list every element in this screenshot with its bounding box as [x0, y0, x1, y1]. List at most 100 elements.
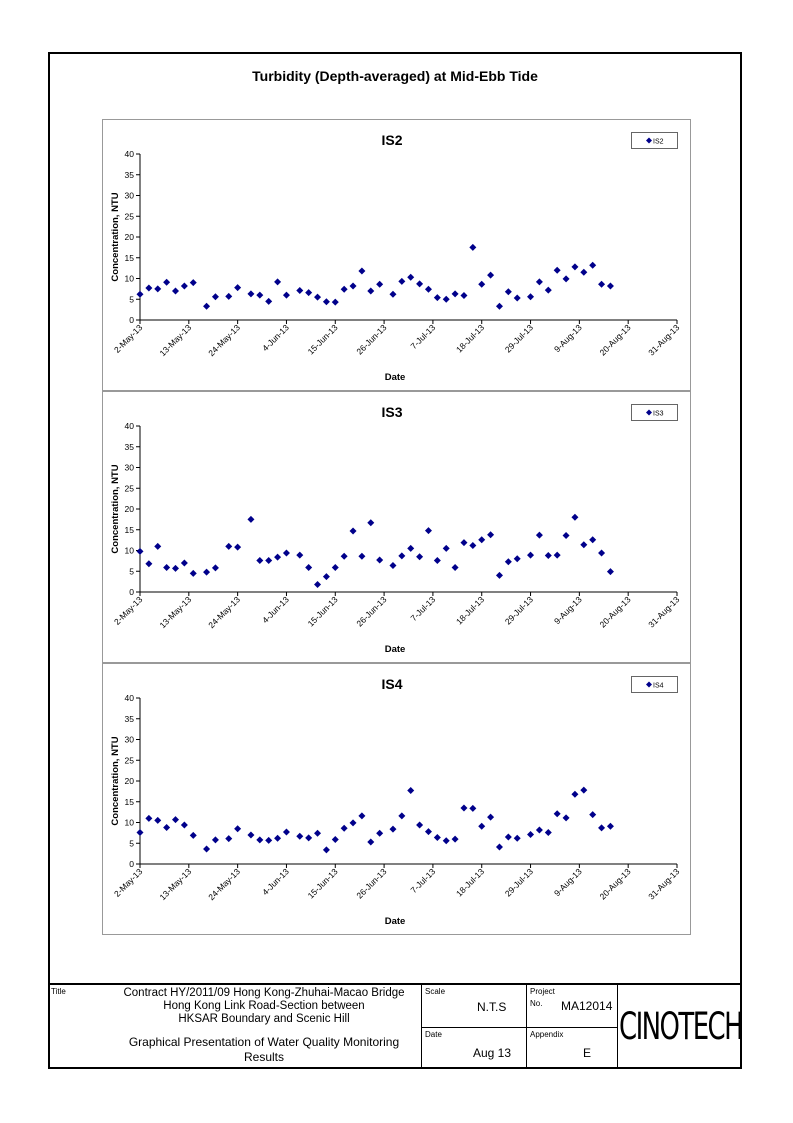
data-point: [460, 804, 468, 812]
appendix-value: E: [583, 1046, 592, 1060]
data-point: [376, 280, 384, 288]
data-point: [282, 828, 290, 836]
data-point: [389, 825, 397, 833]
appendix-cell: Appendix E: [526, 1028, 617, 1069]
data-point: [154, 816, 162, 824]
data-point: [322, 298, 330, 306]
data-point: [211, 564, 219, 572]
data-point: [433, 294, 441, 302]
y-axis-title: Concentration, NTU: [110, 464, 121, 553]
drawing-title-line: Results: [243, 1050, 284, 1064]
data-point: [487, 531, 495, 539]
y-tick-label: 40: [125, 421, 135, 431]
y-tick-label: 35: [125, 170, 135, 180]
data-point: [247, 290, 255, 298]
data-point: [495, 302, 503, 310]
y-tick-label: 10: [125, 818, 135, 828]
data-point: [349, 282, 357, 290]
drawing-title-line: Graphical Presentation of Water Quality …: [128, 1035, 400, 1049]
data-point: [527, 551, 535, 559]
data-point: [580, 541, 588, 549]
data-point: [527, 831, 535, 839]
data-point: [349, 527, 357, 535]
data-point: [340, 824, 348, 832]
data-point: [469, 804, 477, 812]
data-point: [274, 278, 282, 286]
data-point: [571, 790, 579, 798]
data-point: [389, 561, 397, 569]
data-point: [376, 556, 384, 564]
data-point: [211, 836, 219, 844]
y-tick-label: 15: [125, 253, 135, 263]
legend-marker: [646, 681, 652, 688]
data-point: [571, 263, 579, 271]
y-tick-label: 40: [125, 693, 135, 703]
data-point: [180, 821, 188, 829]
data-point: [589, 261, 597, 269]
y-tick-label: 0: [129, 587, 134, 597]
data-point: [349, 819, 357, 827]
data-point: [376, 829, 384, 837]
data-point: [189, 831, 197, 839]
data-point: [358, 812, 366, 820]
data-point: [504, 288, 512, 296]
data-point: [513, 834, 521, 842]
data-point: [598, 280, 606, 288]
data-point: [544, 286, 552, 294]
data-point: [460, 539, 468, 547]
y-tick-label: 10: [125, 546, 135, 556]
y-tick-label: 15: [125, 525, 135, 535]
data-point: [478, 536, 486, 544]
data-point: [424, 828, 432, 836]
data-point: [416, 821, 424, 829]
data-point: [504, 558, 512, 566]
data-point: [358, 267, 366, 275]
data-point: [606, 568, 614, 576]
data-point: [553, 266, 561, 274]
data-point: [416, 280, 424, 288]
y-tick-label: 0: [129, 859, 134, 869]
data-point: [225, 292, 233, 300]
data-point: [265, 556, 273, 564]
data-point: [580, 786, 588, 794]
scale-value: N.T.S: [477, 1000, 507, 1014]
chart-title: IS2: [381, 132, 402, 148]
data-point: [234, 543, 242, 551]
data-point: [180, 282, 188, 290]
date-label: Date: [425, 1030, 442, 1039]
data-point: [513, 294, 521, 302]
project-value: MA12014: [561, 999, 613, 1013]
y-tick-label: 20: [125, 504, 135, 514]
contract-title: Contract HY/2011/09 Hong Kong-Zhuhai-Mac…: [104, 987, 424, 1026]
data-point: [367, 287, 375, 295]
date-cell: Date Aug 13: [421, 1028, 526, 1069]
title-label: Title: [51, 987, 66, 996]
data-point: [274, 553, 282, 561]
y-tick-label: 25: [125, 483, 135, 493]
legend-label: IS4: [653, 683, 664, 690]
data-point: [469, 542, 477, 550]
data-point: [322, 846, 330, 854]
data-point: [535, 278, 543, 286]
y-axis-title: Concentration, NTU: [110, 192, 121, 281]
data-point: [495, 571, 503, 579]
title-cell: Title Contract HY/2011/09 Hong Kong-Zhuh…: [48, 985, 421, 1069]
y-tick-label: 25: [125, 755, 135, 765]
data-point: [136, 547, 144, 555]
data-point: [225, 835, 233, 843]
chart-title: IS4: [381, 676, 402, 692]
data-point: [398, 812, 406, 820]
data-point: [598, 549, 606, 557]
data-point: [172, 287, 180, 295]
data-point: [513, 555, 521, 563]
y-tick-label: 5: [129, 566, 134, 576]
data-point: [478, 280, 486, 288]
project-label: Project: [530, 987, 555, 996]
data-point: [234, 825, 242, 833]
data-point: [606, 282, 614, 290]
y-tick-label: 5: [129, 838, 134, 848]
data-point: [265, 297, 273, 305]
